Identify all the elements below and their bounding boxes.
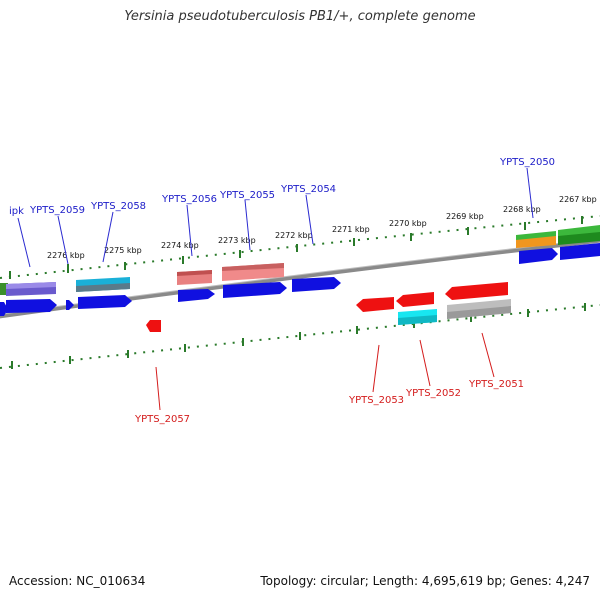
kbp-label-2273: 2273 kbp (218, 236, 256, 245)
kbp-label-2269: 2269 kbp (446, 212, 484, 221)
gene-arrow[interactable] (66, 300, 74, 310)
gene-arrow[interactable] (78, 295, 132, 309)
gene-label-ypts-2058[interactable]: YPTS_2058 (90, 201, 146, 212)
gene-arrow[interactable] (396, 292, 434, 307)
gene-arrow[interactable] (146, 320, 161, 332)
genome-summary-text: Topology: circular; Length: 4,695,619 bp… (260, 574, 590, 588)
forward-feature-bands (0, 225, 600, 296)
gene-label-ypts-2052[interactable]: YPTS_2052 (405, 388, 461, 399)
reverse-gene-arrows (146, 282, 508, 332)
forward-gene-arrows (0, 243, 600, 316)
kbp-label-2268: 2268 kbp (503, 205, 541, 214)
genome-title: Yersinia pseudotuberculosis PB1/+, compl… (124, 9, 476, 24)
gene-arrow[interactable] (6, 299, 57, 313)
forward-leaders (17, 167, 534, 268)
gene-label-ypts-2055[interactable]: YPTS_2055 (219, 190, 275, 201)
gene-arrow[interactable] (178, 289, 215, 302)
kbp-label-2267: 2267 kbp (559, 195, 597, 204)
kbp-label-2271: 2271 kbp (332, 225, 370, 234)
gene-arrow[interactable] (356, 297, 394, 312)
kbp-label-2270: 2270 kbp (389, 219, 427, 228)
gene-label-ypts-2056[interactable]: YPTS_2056 (161, 194, 217, 205)
gene-label-ypts-2050[interactable]: YPTS_2050 (499, 157, 555, 168)
gene-arrow[interactable] (519, 248, 558, 264)
gene-label-ypts-2051[interactable]: YPTS_2051 (468, 379, 524, 390)
gene-label-ipk[interactable]: ipk (9, 206, 24, 217)
reverse-feature-bands (398, 299, 511, 325)
accession-text: Accession: NC_010634 (9, 574, 146, 588)
gene-arrow[interactable] (560, 243, 600, 260)
gene-arrow[interactable] (223, 282, 287, 298)
gene-label-ypts-2053[interactable]: YPTS_2053 (348, 395, 404, 406)
kbp-label-2272: 2272 kbp (275, 231, 313, 240)
gene-label-ypts-2059[interactable]: YPTS_2059 (29, 205, 85, 216)
gene-label-ypts-2057[interactable]: YPTS_2057 (134, 414, 190, 425)
gene-arrow[interactable] (292, 277, 341, 292)
kbp-label-2274: 2274 kbp (161, 241, 199, 250)
gene-arrow[interactable] (445, 282, 508, 300)
gene-label-ypts-2054[interactable]: YPTS_2054 (280, 184, 336, 195)
kbp-label-2275: 2275 kbp (104, 246, 142, 255)
reverse-leaders (155, 332, 495, 411)
outer-ruler (0, 215, 600, 279)
outer-major-ticks (9, 216, 583, 279)
